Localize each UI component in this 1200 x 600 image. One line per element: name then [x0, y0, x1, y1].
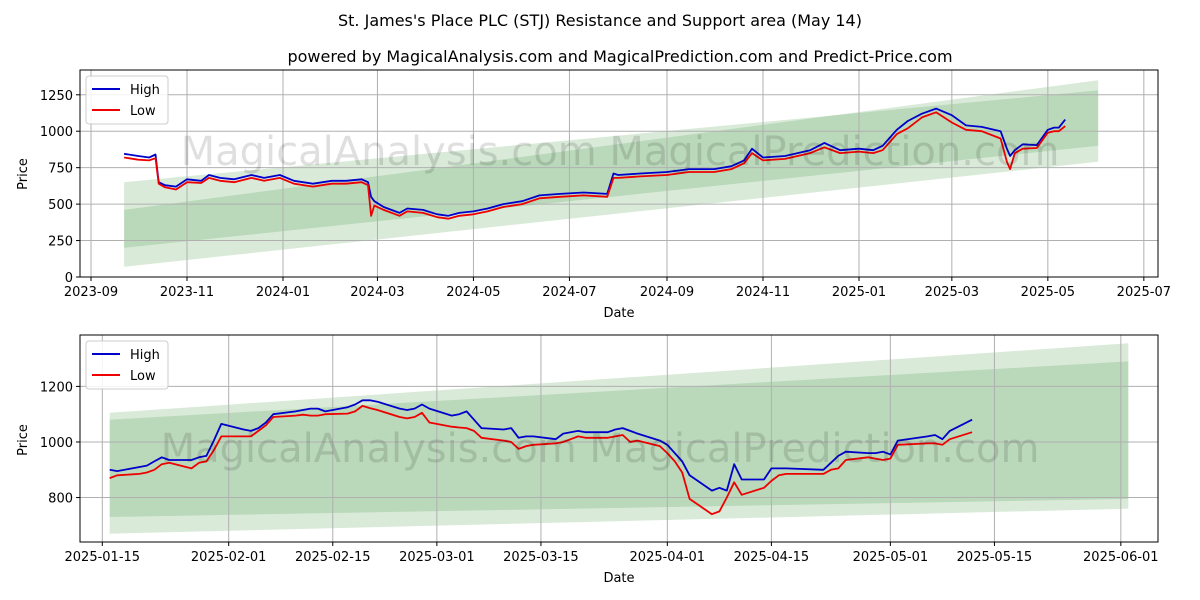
- bottom-x-ticks: 2025-01-15 2025-02-01 2025-02-15 2025-03-01…: [65, 542, 1159, 565]
- top-bands: [124, 80, 1099, 267]
- bottom-series-high-line: [109, 399, 973, 492]
- bottom-x-tick-label: 2025-04-15: [734, 550, 810, 565]
- top-y-tick-label: 0: [65, 271, 73, 286]
- top-x-tick-label: 2023-09: [64, 285, 118, 300]
- bottom-y-tick-label: 1000: [40, 436, 73, 451]
- top-plot-frame: [79, 69, 1159, 278]
- top-x-tick-label: 2024-03: [350, 285, 404, 300]
- bottom-x-tick-label: 2025-02-15: [295, 550, 371, 565]
- top-x-tick-label: 2024-11: [736, 285, 790, 300]
- top-y-tick-label: 750: [48, 162, 73, 177]
- top-x-tick-label: 2023-11: [160, 285, 214, 300]
- top-series: [123, 107, 1066, 220]
- top-y-tick-label: 1250: [40, 89, 73, 104]
- bottom-series-low-line: [109, 405, 973, 516]
- top-band-2: [124, 80, 1099, 267]
- bottom-watermark: MagicalAnalysis.com MagicalPrediction.co…: [161, 426, 1040, 472]
- bottom-y-ticks: 800 1000 1200: [40, 380, 80, 507]
- bottom-y-tick-label: 800: [48, 492, 73, 507]
- top-y-tick-label: 500: [48, 198, 73, 213]
- bottom-x-tick-label: 2025-01-15: [65, 550, 141, 565]
- top-x-axis-label: Date: [603, 306, 634, 321]
- bottom-series: [109, 399, 973, 516]
- bottom-x-tick-label: 2025-03-01: [399, 550, 475, 565]
- chart-title: St. James's Place PLC (STJ) Resistance a…: [338, 11, 862, 30]
- top-y-ticks: 0 250 500 750 1000 1250: [40, 89, 80, 286]
- bottom-band-1: [109, 361, 1129, 517]
- bottom-y-axis-label: Price: [16, 424, 31, 456]
- chart-subtitle: powered by MagicalAnalysis.com and Magic…: [287, 47, 952, 66]
- top-y-axis-label: Price: [16, 158, 31, 190]
- top-x-tick-label: 2025-05: [1021, 285, 1075, 300]
- top-x-tick-label: 2024-09: [640, 285, 694, 300]
- top-series-high-line: [123, 107, 1066, 217]
- bottom-legend-high-label: High: [130, 348, 160, 363]
- bottom-chart: MagicalAnalysis.com MagicalPrediction.co…: [16, 334, 1159, 586]
- bottom-x-tick-label: 2025-05-15: [957, 550, 1033, 565]
- top-band-1: [124, 90, 1099, 248]
- top-x-tick-label: 2024-05: [446, 285, 500, 300]
- bottom-x-tick-label: 2025-04-01: [630, 550, 706, 565]
- bottom-bands: [109, 343, 1129, 534]
- bottom-x-axis-label: Date: [603, 571, 634, 586]
- bottom-grid: [80, 335, 1158, 542]
- top-legend: High Low: [85, 75, 169, 125]
- top-legend-high-label: High: [130, 83, 160, 98]
- bottom-x-tick-label: 2025-06-01: [1083, 550, 1159, 565]
- top-series-low-line: [123, 111, 1066, 220]
- bottom-legend-low-label: Low: [130, 369, 156, 384]
- bottom-legend: High Low: [85, 340, 169, 390]
- top-chart: MagicalAnalysis.com MagicalPrediction.co…: [16, 69, 1171, 321]
- top-y-tick-label: 250: [48, 235, 73, 250]
- bottom-plot-frame: [79, 334, 1159, 543]
- bottom-x-tick-label: 2025-05-01: [853, 550, 929, 565]
- top-watermark: MagicalAnalysis.com MagicalPrediction.co…: [181, 129, 1060, 175]
- top-grid: [80, 70, 1158, 278]
- top-legend-low-label: Low: [130, 104, 156, 119]
- top-y-tick-label: 1000: [40, 125, 73, 140]
- bottom-x-tick-label: 2025-02-01: [191, 550, 267, 565]
- top-x-tick-label: 2024-01: [256, 285, 310, 300]
- bottom-y-tick-label: 1200: [40, 380, 73, 395]
- top-x-tick-label: 2024-07: [542, 285, 596, 300]
- top-x-tick-label: 2025-01: [832, 285, 886, 300]
- top-x-tick-label: 2025-07: [1117, 285, 1171, 300]
- top-x-ticks: 2023-09 2023-11 2024-01 2024-03 2024-05 2024-…: [64, 277, 1171, 300]
- bottom-x-tick-label: 2025-03-15: [503, 550, 579, 565]
- top-x-tick-label: 2025-03: [925, 285, 979, 300]
- bottom-band-2: [109, 343, 1129, 534]
